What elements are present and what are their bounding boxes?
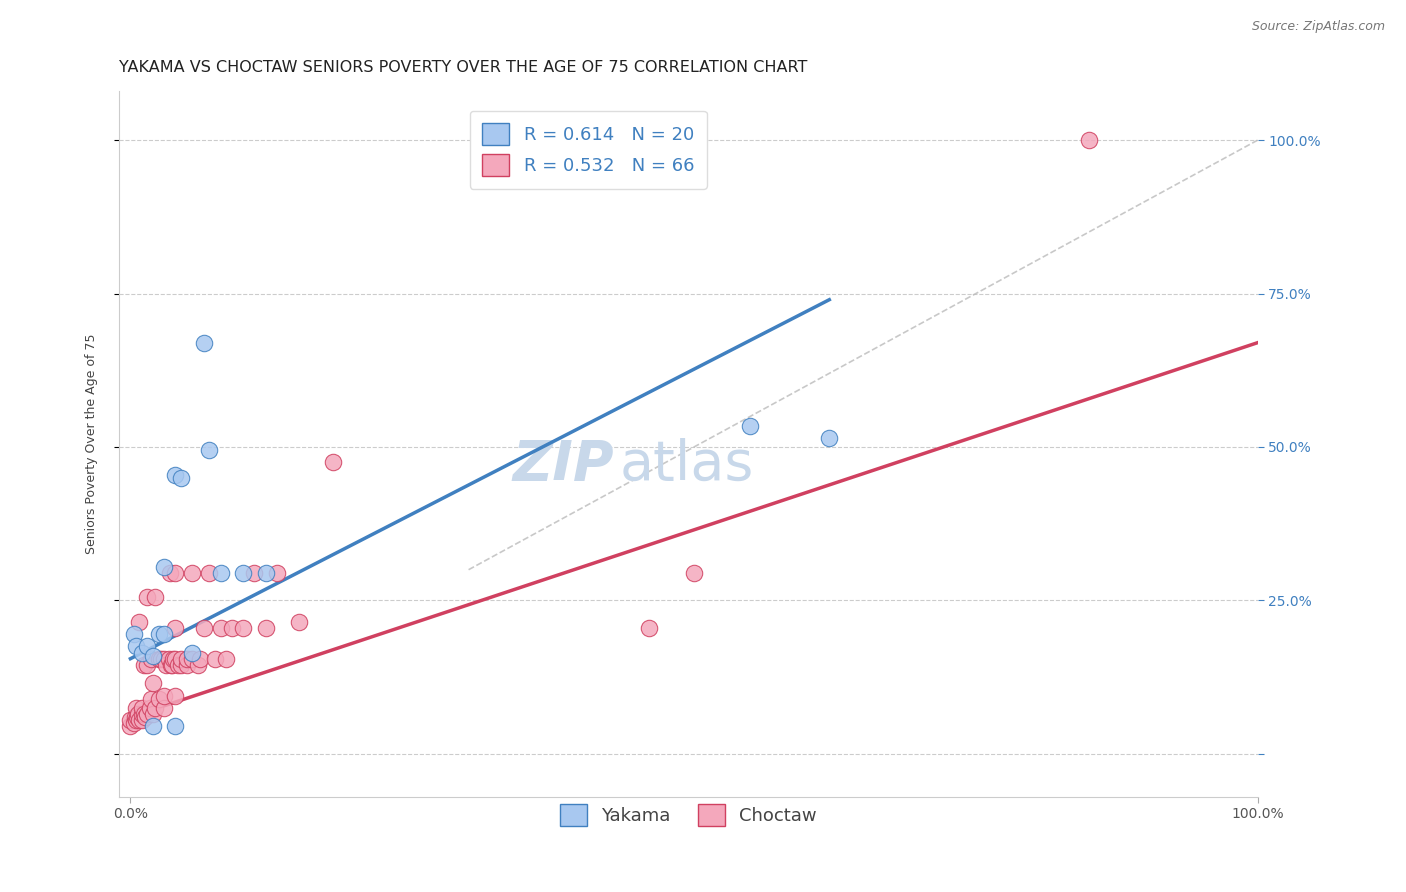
Point — [153, 689, 176, 703]
Point — [125, 640, 148, 654]
Point — [818, 431, 841, 445]
Point — [1077, 133, 1099, 147]
Point — [136, 657, 159, 672]
Point — [120, 719, 142, 733]
Point — [131, 713, 153, 727]
Point — [120, 713, 142, 727]
Point — [142, 719, 165, 733]
Point — [181, 566, 204, 580]
Point — [683, 566, 706, 580]
Point — [288, 615, 311, 629]
Point — [125, 713, 148, 727]
Point — [176, 657, 198, 672]
Point — [209, 566, 232, 580]
Point — [181, 651, 204, 665]
Point — [122, 716, 145, 731]
Point — [221, 621, 243, 635]
Point — [165, 689, 187, 703]
Point — [160, 657, 183, 672]
Point — [198, 566, 221, 580]
Point — [153, 651, 176, 665]
Point — [136, 640, 159, 654]
Point — [188, 651, 211, 665]
Point — [165, 621, 187, 635]
Point — [139, 691, 162, 706]
Point — [128, 713, 150, 727]
Point — [254, 621, 277, 635]
Point — [209, 621, 232, 635]
Point — [204, 651, 226, 665]
Point — [165, 651, 187, 665]
Point — [170, 471, 193, 485]
Point — [187, 657, 209, 672]
Point — [127, 710, 149, 724]
Point — [153, 559, 176, 574]
Point — [127, 706, 149, 721]
Point — [148, 691, 170, 706]
Point — [142, 676, 165, 690]
Point — [132, 706, 155, 721]
Point — [176, 651, 198, 665]
Point — [232, 566, 254, 580]
Point — [125, 700, 148, 714]
Point — [142, 706, 165, 721]
Text: ZIP: ZIP — [513, 438, 614, 492]
Point — [162, 651, 184, 665]
Point — [148, 627, 170, 641]
Point — [170, 651, 193, 665]
Legend: Yakama, Choctaw: Yakama, Choctaw — [553, 797, 824, 834]
Point — [198, 443, 221, 458]
Point — [193, 335, 215, 350]
Text: Source: ZipAtlas.com: Source: ZipAtlas.com — [1251, 20, 1385, 33]
Point — [131, 646, 153, 660]
Point — [160, 657, 183, 672]
Point — [638, 621, 661, 635]
Point — [142, 648, 165, 663]
Point — [132, 657, 155, 672]
Point — [215, 651, 238, 665]
Point — [193, 621, 215, 635]
Point — [134, 710, 156, 724]
Point — [138, 700, 160, 714]
Point — [136, 706, 159, 721]
Point — [165, 566, 187, 580]
Point — [159, 566, 181, 580]
Point — [131, 706, 153, 721]
Point — [149, 651, 172, 665]
Point — [153, 627, 176, 641]
Point — [157, 651, 180, 665]
Point — [165, 719, 187, 733]
Point — [322, 455, 344, 469]
Point — [165, 467, 187, 482]
Text: YAKAMA VS CHOCTAW SENIORS POVERTY OVER THE AGE OF 75 CORRELATION CHART: YAKAMA VS CHOCTAW SENIORS POVERTY OVER T… — [120, 60, 807, 75]
Point — [143, 700, 166, 714]
Point — [131, 700, 153, 714]
Point — [266, 566, 288, 580]
Point — [181, 646, 204, 660]
Point — [153, 700, 176, 714]
Point — [124, 710, 146, 724]
Point — [143, 591, 166, 605]
Point — [148, 651, 170, 665]
Point — [128, 615, 150, 629]
Point — [170, 657, 193, 672]
Point — [254, 566, 277, 580]
Point — [136, 591, 159, 605]
Y-axis label: Seniors Poverty Over the Age of 75: Seniors Poverty Over the Age of 75 — [86, 334, 98, 554]
Point — [243, 566, 266, 580]
Point — [166, 657, 188, 672]
Text: atlas: atlas — [620, 438, 755, 492]
Point — [232, 621, 254, 635]
Point — [122, 627, 145, 641]
Point — [155, 657, 177, 672]
Point — [740, 418, 762, 433]
Point — [139, 651, 162, 665]
